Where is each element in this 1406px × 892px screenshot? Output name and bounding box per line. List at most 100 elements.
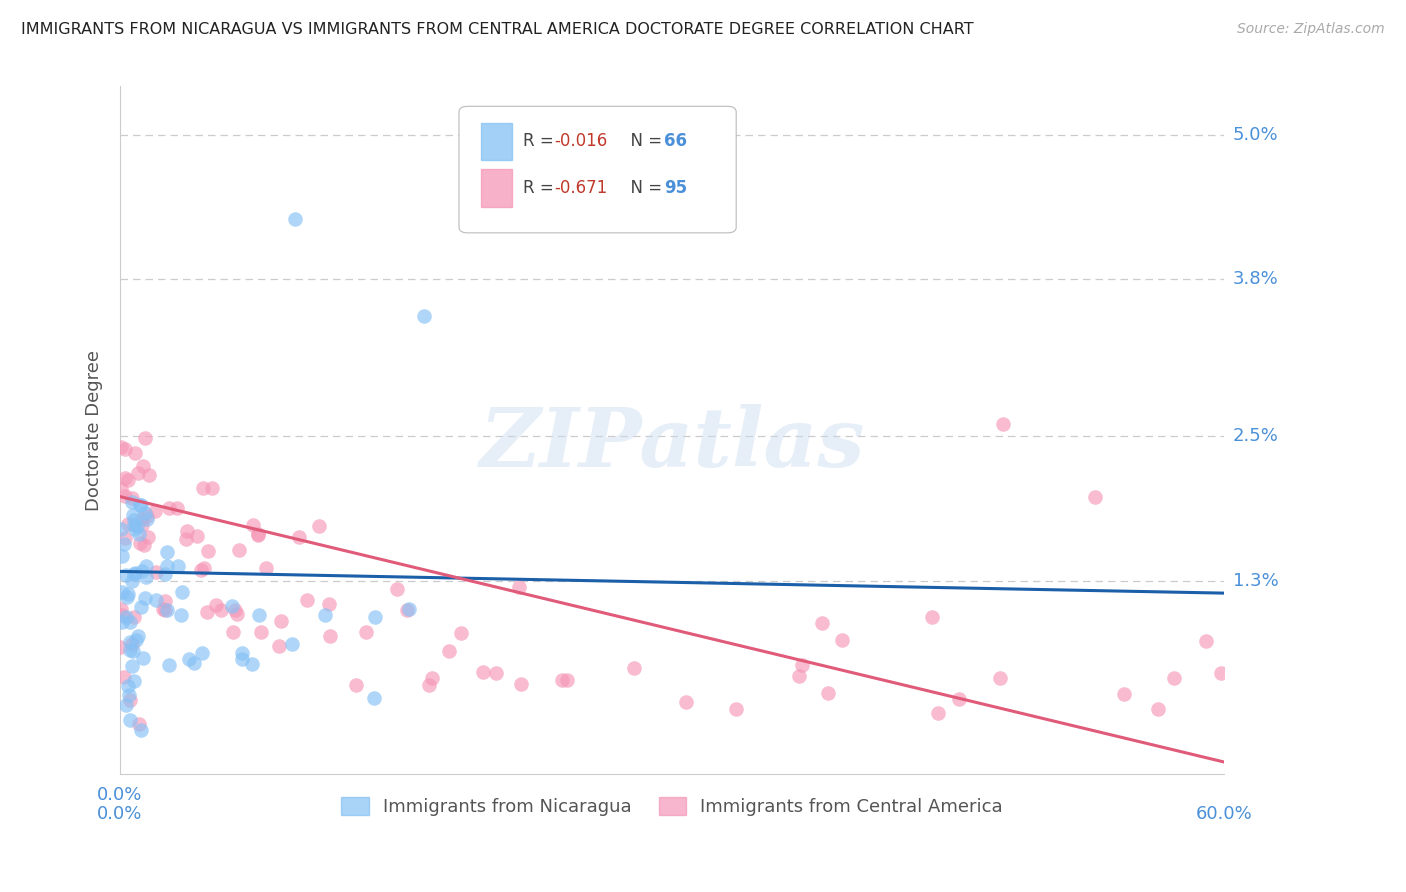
Text: 66: 66 bbox=[665, 132, 688, 151]
Point bbox=[412, 309, 434, 323]
Point bbox=[792, 657, 814, 672]
Point bbox=[225, 607, 247, 621]
Point bbox=[118, 693, 141, 707]
Point bbox=[675, 695, 697, 709]
Point bbox=[270, 614, 292, 628]
Point bbox=[111, 615, 134, 630]
Point bbox=[120, 634, 142, 648]
Point bbox=[128, 536, 150, 550]
Point bbox=[247, 528, 270, 542]
Point bbox=[344, 677, 367, 691]
Point bbox=[131, 517, 153, 532]
Text: 0.0%: 0.0% bbox=[97, 786, 142, 805]
Point bbox=[174, 532, 197, 546]
Point bbox=[117, 590, 139, 604]
Point bbox=[725, 702, 748, 716]
Point bbox=[108, 640, 131, 654]
Point bbox=[190, 563, 212, 577]
Y-axis label: Doctorate Degree: Doctorate Degree bbox=[86, 350, 103, 511]
Point bbox=[118, 643, 141, 657]
Point bbox=[129, 723, 152, 737]
Point bbox=[121, 491, 143, 505]
Point bbox=[170, 607, 193, 622]
Point bbox=[152, 602, 174, 616]
Point bbox=[555, 673, 578, 687]
Point bbox=[231, 646, 253, 660]
Point bbox=[948, 692, 970, 706]
Text: 95: 95 bbox=[665, 178, 688, 196]
Point bbox=[1147, 702, 1170, 716]
Point bbox=[125, 519, 148, 533]
Point bbox=[143, 504, 166, 518]
Point bbox=[364, 609, 387, 624]
Point bbox=[121, 658, 143, 673]
Text: R =: R = bbox=[523, 178, 560, 196]
Point bbox=[124, 522, 146, 536]
Point bbox=[231, 652, 253, 666]
Point bbox=[437, 644, 460, 658]
Text: N =: N = bbox=[620, 132, 668, 151]
Text: 5.0%: 5.0% bbox=[1233, 126, 1278, 144]
Point bbox=[249, 624, 271, 639]
Point bbox=[193, 561, 215, 575]
Point bbox=[121, 574, 143, 589]
Point bbox=[110, 522, 132, 536]
Text: 60.0%: 60.0% bbox=[1197, 805, 1253, 822]
Point bbox=[418, 678, 440, 692]
Point bbox=[254, 561, 277, 575]
Point bbox=[117, 679, 139, 693]
Point bbox=[110, 601, 132, 615]
Point bbox=[122, 673, 145, 688]
Point bbox=[1163, 671, 1185, 685]
Point bbox=[131, 511, 153, 525]
Point bbox=[121, 494, 143, 508]
Point bbox=[129, 498, 152, 512]
Point bbox=[115, 610, 138, 624]
Point bbox=[132, 458, 155, 473]
Point bbox=[385, 582, 408, 596]
Point bbox=[155, 602, 177, 616]
Point bbox=[112, 670, 135, 684]
Text: 2.5%: 2.5% bbox=[1233, 427, 1278, 445]
Point bbox=[988, 671, 1011, 685]
Point bbox=[1195, 634, 1218, 648]
Point bbox=[111, 584, 134, 599]
Point bbox=[363, 691, 385, 706]
Point bbox=[138, 467, 160, 482]
Point bbox=[120, 615, 142, 629]
Point bbox=[110, 440, 132, 454]
Point bbox=[114, 442, 136, 456]
Point bbox=[131, 600, 153, 615]
Point bbox=[121, 637, 143, 651]
Point bbox=[111, 549, 134, 563]
Point bbox=[112, 537, 135, 551]
Point bbox=[128, 527, 150, 541]
Legend: Immigrants from Nicaragua, Immigrants from Central America: Immigrants from Nicaragua, Immigrants fr… bbox=[335, 789, 1010, 823]
Point bbox=[122, 567, 145, 582]
Point bbox=[228, 543, 250, 558]
Point bbox=[114, 471, 136, 485]
Point bbox=[115, 567, 138, 582]
Point bbox=[134, 431, 156, 445]
Point bbox=[157, 501, 180, 516]
Point bbox=[117, 587, 139, 601]
Point bbox=[508, 580, 530, 594]
Point bbox=[117, 473, 139, 487]
Point bbox=[153, 593, 176, 607]
Point bbox=[129, 499, 152, 513]
Point bbox=[122, 512, 145, 526]
FancyBboxPatch shape bbox=[458, 106, 737, 233]
Point bbox=[117, 688, 139, 702]
Point bbox=[155, 602, 177, 616]
Point bbox=[395, 603, 418, 617]
Point bbox=[110, 482, 132, 496]
Point bbox=[200, 481, 222, 495]
Point bbox=[356, 625, 378, 640]
Text: Source: ZipAtlas.com: Source: ZipAtlas.com bbox=[1237, 22, 1385, 37]
Point bbox=[134, 506, 156, 520]
Point bbox=[485, 666, 508, 681]
Point bbox=[921, 610, 943, 624]
Point bbox=[166, 559, 188, 574]
Point bbox=[127, 467, 149, 481]
Point bbox=[1084, 490, 1107, 504]
